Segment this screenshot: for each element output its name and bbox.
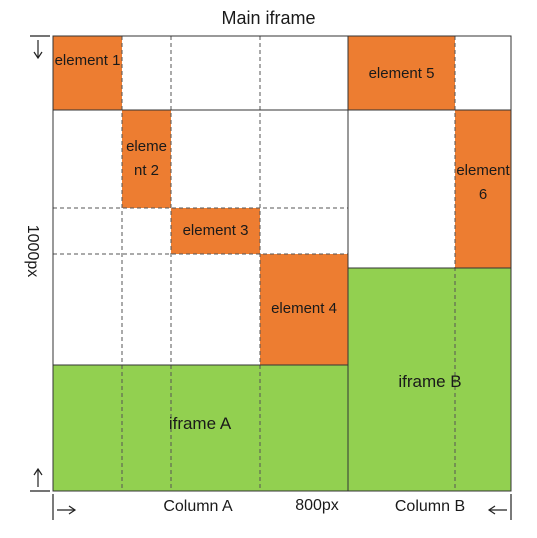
iframe-b-box	[348, 268, 511, 491]
element-5-box	[348, 36, 455, 110]
element-2-box	[122, 110, 171, 208]
iframe-b-label: iframe B	[398, 372, 462, 391]
separator-lines	[52, 35, 512, 492]
grid-lines	[53, 36, 456, 491]
element-3-label: element 3	[182, 222, 249, 239]
column-a-label: Column A	[163, 498, 233, 515]
element-2-label: element 2	[126, 138, 167, 179]
element-4-box	[260, 254, 348, 365]
width-dimension	[52, 494, 512, 520]
height-dimension	[30, 35, 50, 492]
column-b-label: Column B	[394, 498, 466, 515]
element-1-label: element 1	[54, 52, 121, 69]
iframe-a-box	[53, 365, 348, 491]
main-iframe-border	[52, 35, 512, 492]
element-4-label: element 4	[271, 300, 337, 317]
iframe-a-label: iframe A	[168, 414, 232, 433]
element-6-box	[455, 110, 511, 268]
width-label: 800px	[295, 497, 339, 514]
element-1-box	[53, 36, 122, 110]
element-3-box	[171, 208, 260, 254]
element-6-label: element 6	[456, 162, 510, 203]
height-label: 1000px	[24, 224, 41, 278]
element-5-label: element 5	[368, 65, 435, 82]
diagram-title: Main iframe	[221, 8, 316, 28]
